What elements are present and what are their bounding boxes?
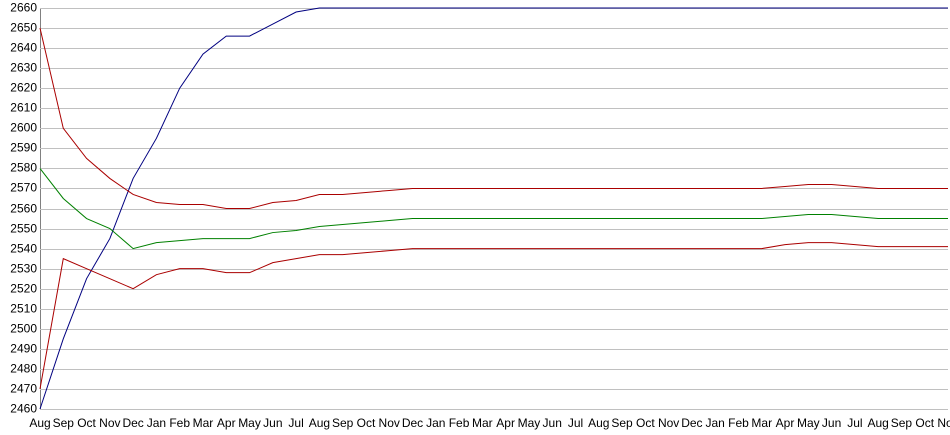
y-tick-label: 2640: [10, 41, 37, 55]
x-tick-label: Nov: [379, 416, 400, 430]
x-tick-label: Aug: [867, 416, 888, 430]
y-tick-label: 2600: [10, 121, 37, 135]
x-tick-label: Jan: [426, 416, 445, 430]
x-tick-label: Jun: [263, 416, 282, 430]
x-tick-label: Sep: [891, 416, 913, 430]
y-tick-label: 2540: [10, 242, 37, 256]
x-tick-label: Nov: [99, 416, 120, 430]
x-tick-label: Aug: [29, 416, 50, 430]
x-tick-label: Sep: [611, 416, 633, 430]
y-tick-label: 2660: [10, 1, 37, 15]
x-tick-label: Aug: [588, 416, 609, 430]
x-tick-label: Apr: [776, 416, 795, 430]
x-tick-label: Jul: [847, 416, 862, 430]
x-tick-label: Sep: [332, 416, 354, 430]
x-tick-label: Jun: [822, 416, 841, 430]
x-tick-label: Dec: [681, 416, 702, 430]
y-tick-label: 2510: [10, 302, 37, 316]
x-tick-label: Feb: [449, 416, 470, 430]
x-tick-label: Apr: [496, 416, 515, 430]
y-tick-label: 2470: [10, 382, 37, 396]
y-tick-label: 2560: [10, 202, 37, 216]
x-tick-label: Dec: [122, 416, 143, 430]
x-tick-label: Oct: [636, 416, 655, 430]
x-tick-label: Feb: [169, 416, 190, 430]
y-tick-label: 2500: [10, 322, 37, 336]
y-tick-label: 2480: [10, 362, 37, 376]
y-tick-label: 2610: [10, 101, 37, 115]
y-tick-label: 2490: [10, 342, 37, 356]
x-tick-label: May: [238, 416, 261, 430]
y-tick-label: 2550: [10, 222, 37, 236]
x-tick-label: Mar: [193, 416, 214, 430]
series-line: [39, 27, 948, 209]
x-tick-label: Oct: [77, 416, 96, 430]
y-tick-label: 2530: [10, 262, 37, 276]
x-tick-label: Dec: [402, 416, 423, 430]
x-tick-label: Jan: [705, 416, 724, 430]
x-tick-label: Oct: [915, 416, 934, 430]
x-tick-label: Nov: [658, 416, 679, 430]
y-tick-label: 2620: [10, 81, 37, 95]
x-tick-label: Sep: [53, 416, 75, 430]
x-tick-label: Jan: [147, 416, 166, 430]
y-tick-label: 2630: [10, 61, 37, 75]
y-tick-label: 2460: [10, 402, 37, 416]
x-tick-label: Mar: [472, 416, 493, 430]
x-tick-label: Nov: [937, 416, 950, 430]
y-tick-label: 2570: [10, 181, 37, 195]
x-tick-label: Apr: [217, 416, 236, 430]
series-line: [39, 242, 948, 390]
x-tick-label: Jul: [568, 416, 583, 430]
y-tick-label: 2650: [10, 21, 37, 35]
x-tick-label: Mar: [751, 416, 772, 430]
x-tick-label: Feb: [728, 416, 749, 430]
y-tick-label: 2590: [10, 141, 37, 155]
x-tick-label: May: [518, 416, 541, 430]
x-tick-label: May: [797, 416, 820, 430]
series-line: [39, 7, 948, 410]
x-tick-label: Aug: [309, 416, 330, 430]
x-tick-label: Jun: [543, 416, 562, 430]
y-tick-label: 2580: [10, 161, 37, 175]
y-tick-label: 2520: [10, 282, 37, 296]
x-tick-label: Oct: [357, 416, 376, 430]
x-tick-label: Jul: [288, 416, 303, 430]
series-line: [39, 168, 948, 250]
